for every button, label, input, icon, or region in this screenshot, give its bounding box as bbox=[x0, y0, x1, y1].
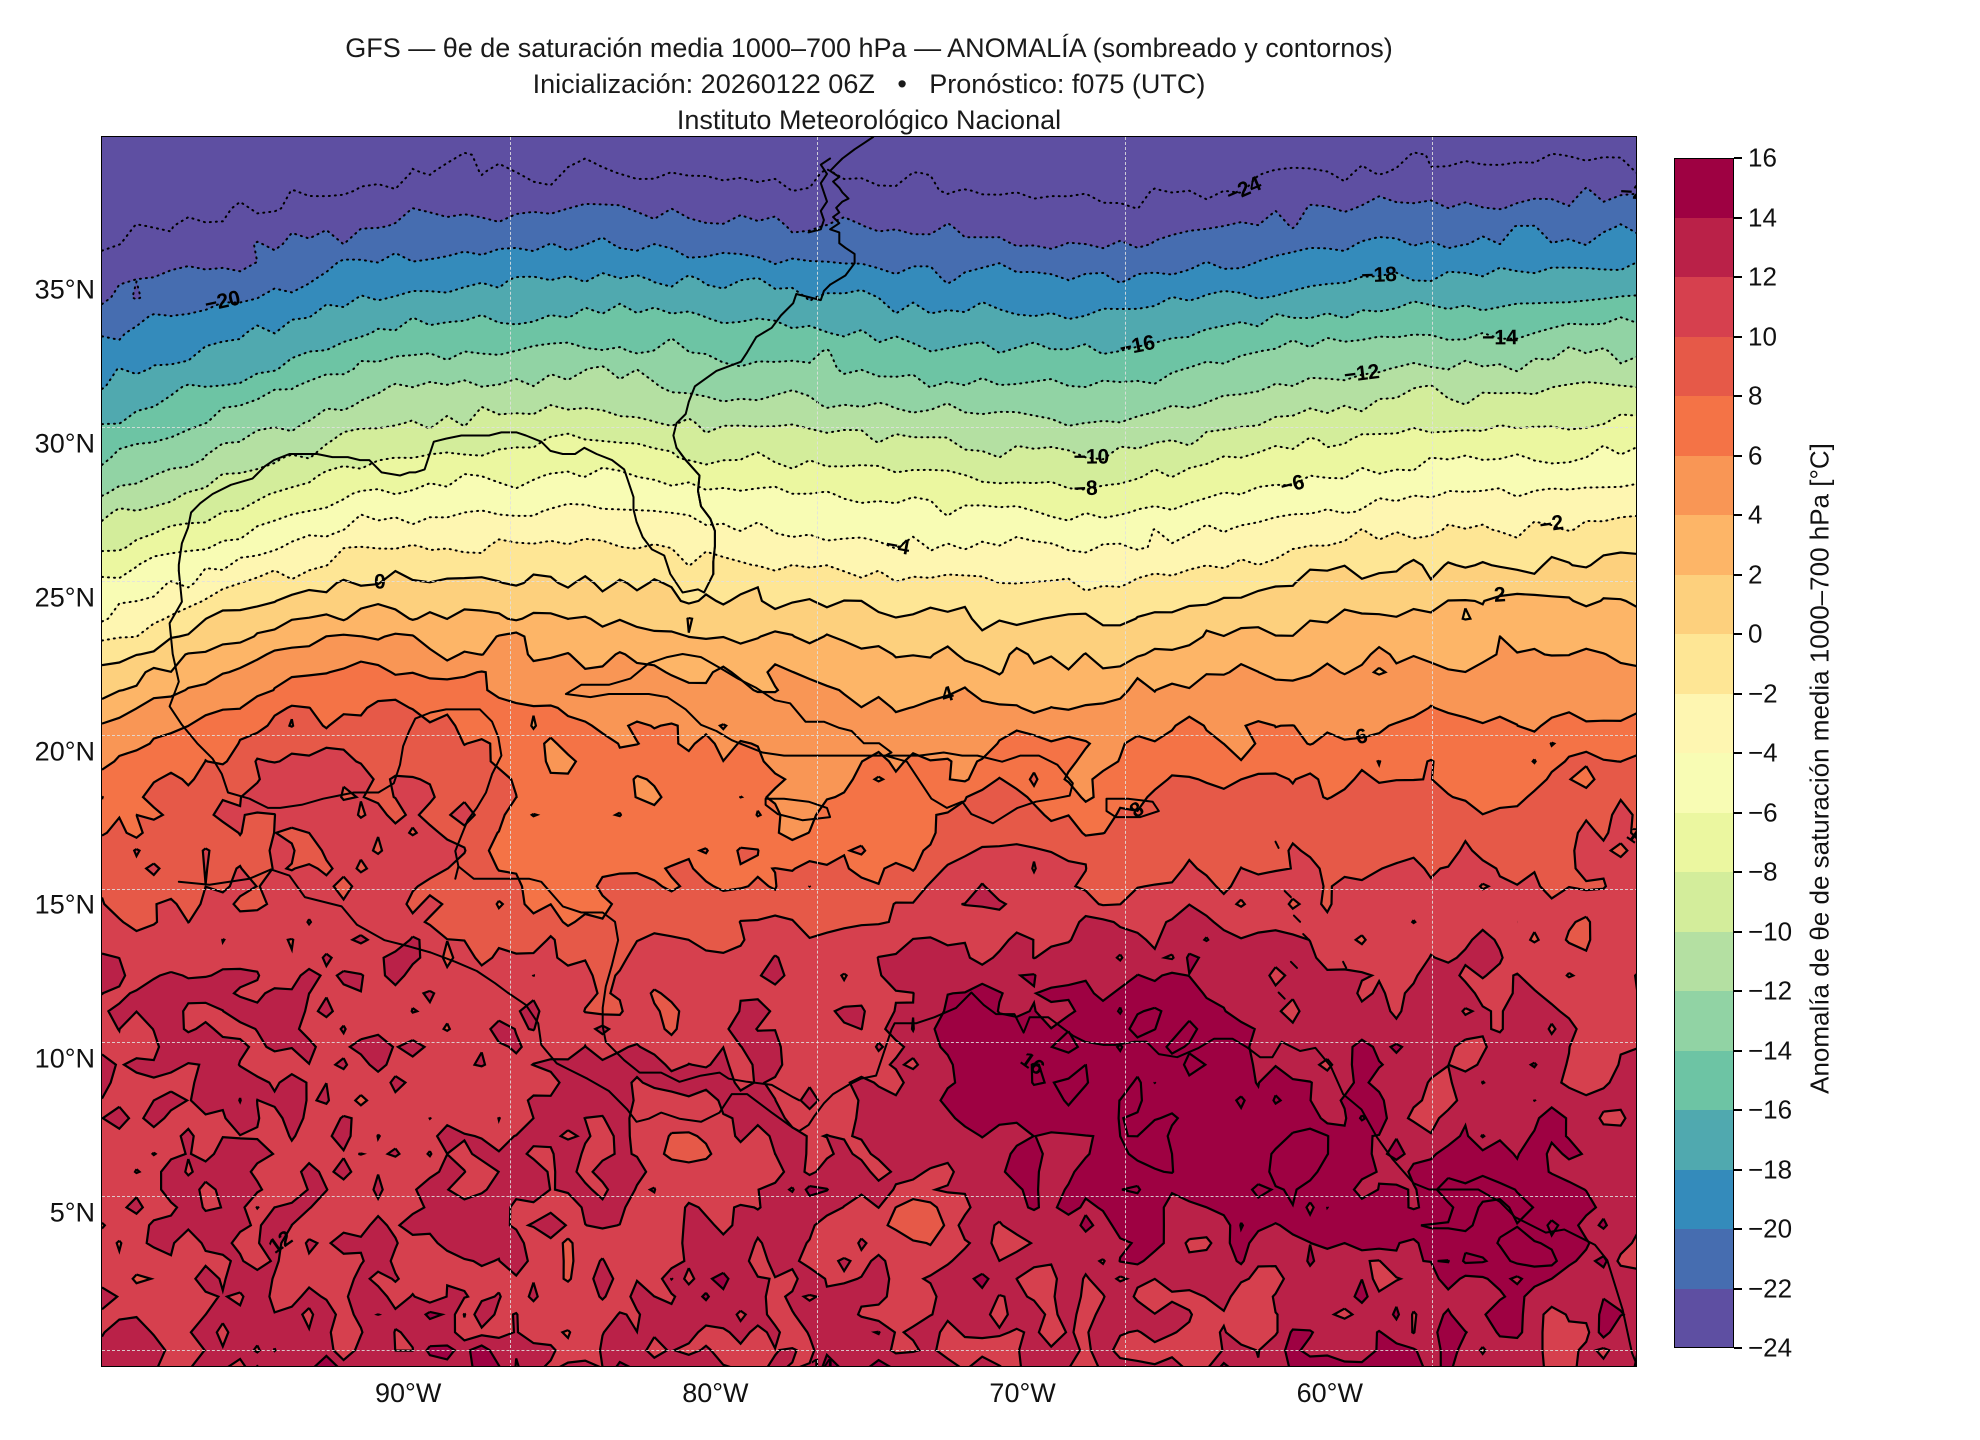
svg-text:16: 16 bbox=[1016, 1048, 1048, 1080]
svg-text:8: 8 bbox=[1126, 797, 1149, 823]
svg-text:−24: −24 bbox=[1223, 172, 1265, 207]
svg-text:−6: −6 bbox=[1278, 470, 1307, 498]
svg-text:6: 6 bbox=[1353, 724, 1370, 749]
svg-text:−10: −10 bbox=[1074, 446, 1110, 469]
svg-text:−12: −12 bbox=[1343, 360, 1381, 387]
svg-text:−18: −18 bbox=[1361, 263, 1398, 287]
svg-text:−4: −4 bbox=[884, 533, 912, 560]
svg-text:−2: −2 bbox=[1538, 511, 1565, 537]
svg-text:12: 12 bbox=[265, 1226, 297, 1258]
svg-text:2: 2 bbox=[1493, 583, 1506, 607]
svg-text:14: 14 bbox=[810, 1356, 834, 1367]
svg-text:10: 10 bbox=[1622, 822, 1637, 854]
svg-text:−16: −16 bbox=[1118, 331, 1157, 361]
svg-text:−8: −8 bbox=[1073, 477, 1098, 501]
svg-text:−20: −20 bbox=[203, 286, 243, 316]
svg-text:0: 0 bbox=[374, 570, 386, 593]
svg-text:−14: −14 bbox=[1482, 326, 1518, 349]
svg-text:−22: −22 bbox=[1620, 180, 1637, 205]
svg-text:4: 4 bbox=[938, 682, 956, 708]
